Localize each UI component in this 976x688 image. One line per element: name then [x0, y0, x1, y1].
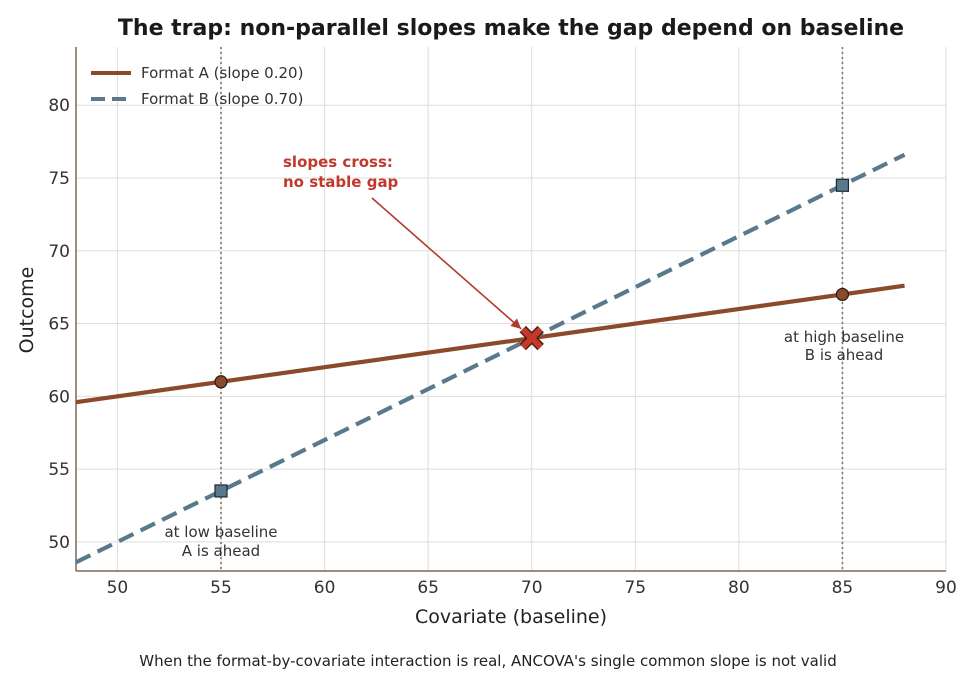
x-tick-label-70: 70 — [521, 578, 543, 598]
y-tick-label-75: 75 — [48, 169, 70, 189]
x-tick-label-80: 80 — [728, 578, 750, 598]
chart-title: The trap: non-parallel slopes make the g… — [118, 16, 904, 41]
marker-format-b-85 — [835, 178, 850, 192]
callout-line-1: slopes cross: — [283, 153, 393, 171]
legend: Format A (slope 0.20) Format B (slope 0.… — [91, 64, 303, 108]
series — [75, 152, 906, 565]
high-baseline-note-line-1: at high baseline — [784, 328, 904, 346]
y-tick-label-80: 80 — [48, 96, 70, 116]
series-line-format-b — [75, 152, 906, 565]
y-tick-label-70: 70 — [48, 242, 70, 262]
x-tick-label-60: 60 — [314, 578, 336, 598]
callout — [371, 197, 544, 351]
x-tick-label-50: 50 — [107, 578, 129, 598]
grid — [76, 47, 947, 571]
x-tick-labels: 50 55 60 65 70 75 80 85 90 — [107, 578, 957, 598]
y-tick-label-55: 55 — [48, 460, 70, 480]
high-baseline-note-line-2: B is ahead — [805, 346, 883, 364]
x-tick-label-75: 75 — [624, 578, 646, 598]
crossing-marker-b — [520, 326, 543, 350]
axes — [75, 47, 946, 572]
x-tick-label-85: 85 — [832, 578, 854, 598]
reference-lines — [220, 47, 844, 571]
y-tick-label-50: 50 — [48, 533, 70, 553]
low-baseline-note-line-2: A is ahead — [182, 542, 260, 560]
callout-line-2: no stable gap — [283, 173, 399, 191]
callout-arrowhead — [510, 318, 522, 329]
y-tick-labels: 50 55 60 65 70 75 80 — [48, 96, 70, 553]
marker-format-a-55 — [214, 375, 228, 389]
marker-format-a-85 — [835, 287, 850, 302]
y-tick-label-60: 60 — [48, 387, 70, 407]
x-tick-label-65: 65 — [417, 578, 439, 598]
caption: When the format-by-covariate interaction… — [139, 652, 836, 670]
legend-label-format-a: Format A (slope 0.20) — [141, 64, 303, 82]
x-axis-label: Covariate (baseline) — [415, 606, 607, 628]
x-tick-label-90: 90 — [935, 578, 957, 598]
y-axis-label: Outcome — [16, 267, 38, 354]
low-baseline-note-line-1: at low baseline — [164, 523, 277, 541]
callout-arrow — [371, 197, 522, 330]
series-line-format-a — [75, 283, 905, 405]
y-tick-label-65: 65 — [48, 315, 70, 335]
markers — [214, 178, 850, 498]
x-tick-label-55: 55 — [210, 578, 232, 598]
legend-label-format-b: Format B (slope 0.70) — [141, 90, 303, 108]
marker-format-b-55 — [214, 484, 228, 498]
